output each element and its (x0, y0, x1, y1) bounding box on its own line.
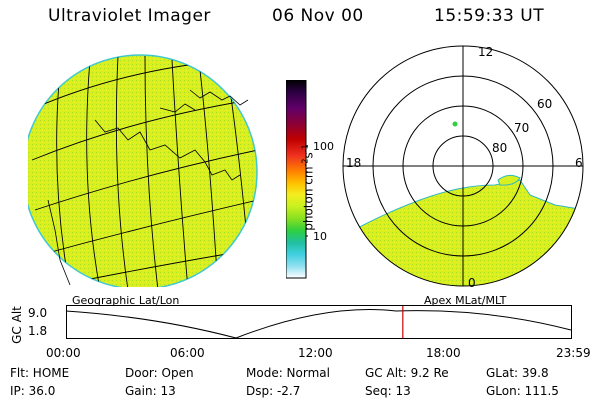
timeline-xtick: 18:00 (426, 346, 461, 360)
mlt-label-left: 18 (346, 156, 362, 170)
left-projection-label: Geographic Lat/Lon (72, 294, 180, 307)
colorbar-tick-label: 10 (313, 230, 327, 243)
mlat-label: 70 (514, 121, 530, 135)
geographic-longitude: GLon: 111.5 (486, 384, 559, 398)
orbit-altitude-timeline (66, 305, 572, 339)
intensity-colorbar (286, 80, 308, 279)
coastline-outline (47, 89, 249, 286)
mlt-label-top: 12 (478, 45, 494, 59)
observation-time: 15:59:33 UT (434, 6, 545, 26)
timeline-ylabel: GC Alt (9, 306, 24, 344)
observation-date: 06 Nov 00 (272, 6, 364, 26)
right-projection-label: Apex MLat/MLT (424, 294, 507, 307)
dsp-value: Dsp: -2.7 (246, 384, 301, 398)
mlat-label: 80 (492, 141, 508, 155)
filter-status: Flt: HOME (10, 366, 70, 380)
mlt-label-right: 6 (575, 156, 583, 170)
uv-image-earth-disk (28, 54, 258, 287)
colorbar-tick-label: 100 (313, 140, 334, 153)
mode-status: Mode: Normal (246, 366, 330, 380)
mlt-label-bottom: 0 (468, 276, 476, 290)
timeline-ytick: 1.8 (28, 324, 48, 338)
gc-altitude: GC Alt: 9.2 Re (365, 366, 449, 380)
timeline-xtick: 23:59 (556, 346, 591, 360)
timeline-xtick: 12:00 (298, 346, 333, 360)
colorbar-unit-label: photon cm-2s-1 (300, 144, 316, 231)
ip-value: IP: 36.0 (10, 384, 56, 398)
geographic-latitude: GLat: 39.8 (486, 366, 549, 380)
timeline-xtick: 06:00 (170, 346, 205, 360)
mlat-label: 60 (537, 97, 553, 111)
instrument-title: Ultraviolet Imager (48, 6, 211, 26)
timeline-xtick: 00:00 (46, 346, 81, 360)
timeline-ytick: 9.0 (28, 306, 48, 320)
gain-value: Gain: 13 (125, 384, 176, 398)
altitude-curve (66, 309, 572, 339)
lat-lon-grid (29, 55, 257, 287)
sequence-value: Seq: 13 (365, 384, 411, 398)
door-status: Door: Open (125, 366, 194, 380)
